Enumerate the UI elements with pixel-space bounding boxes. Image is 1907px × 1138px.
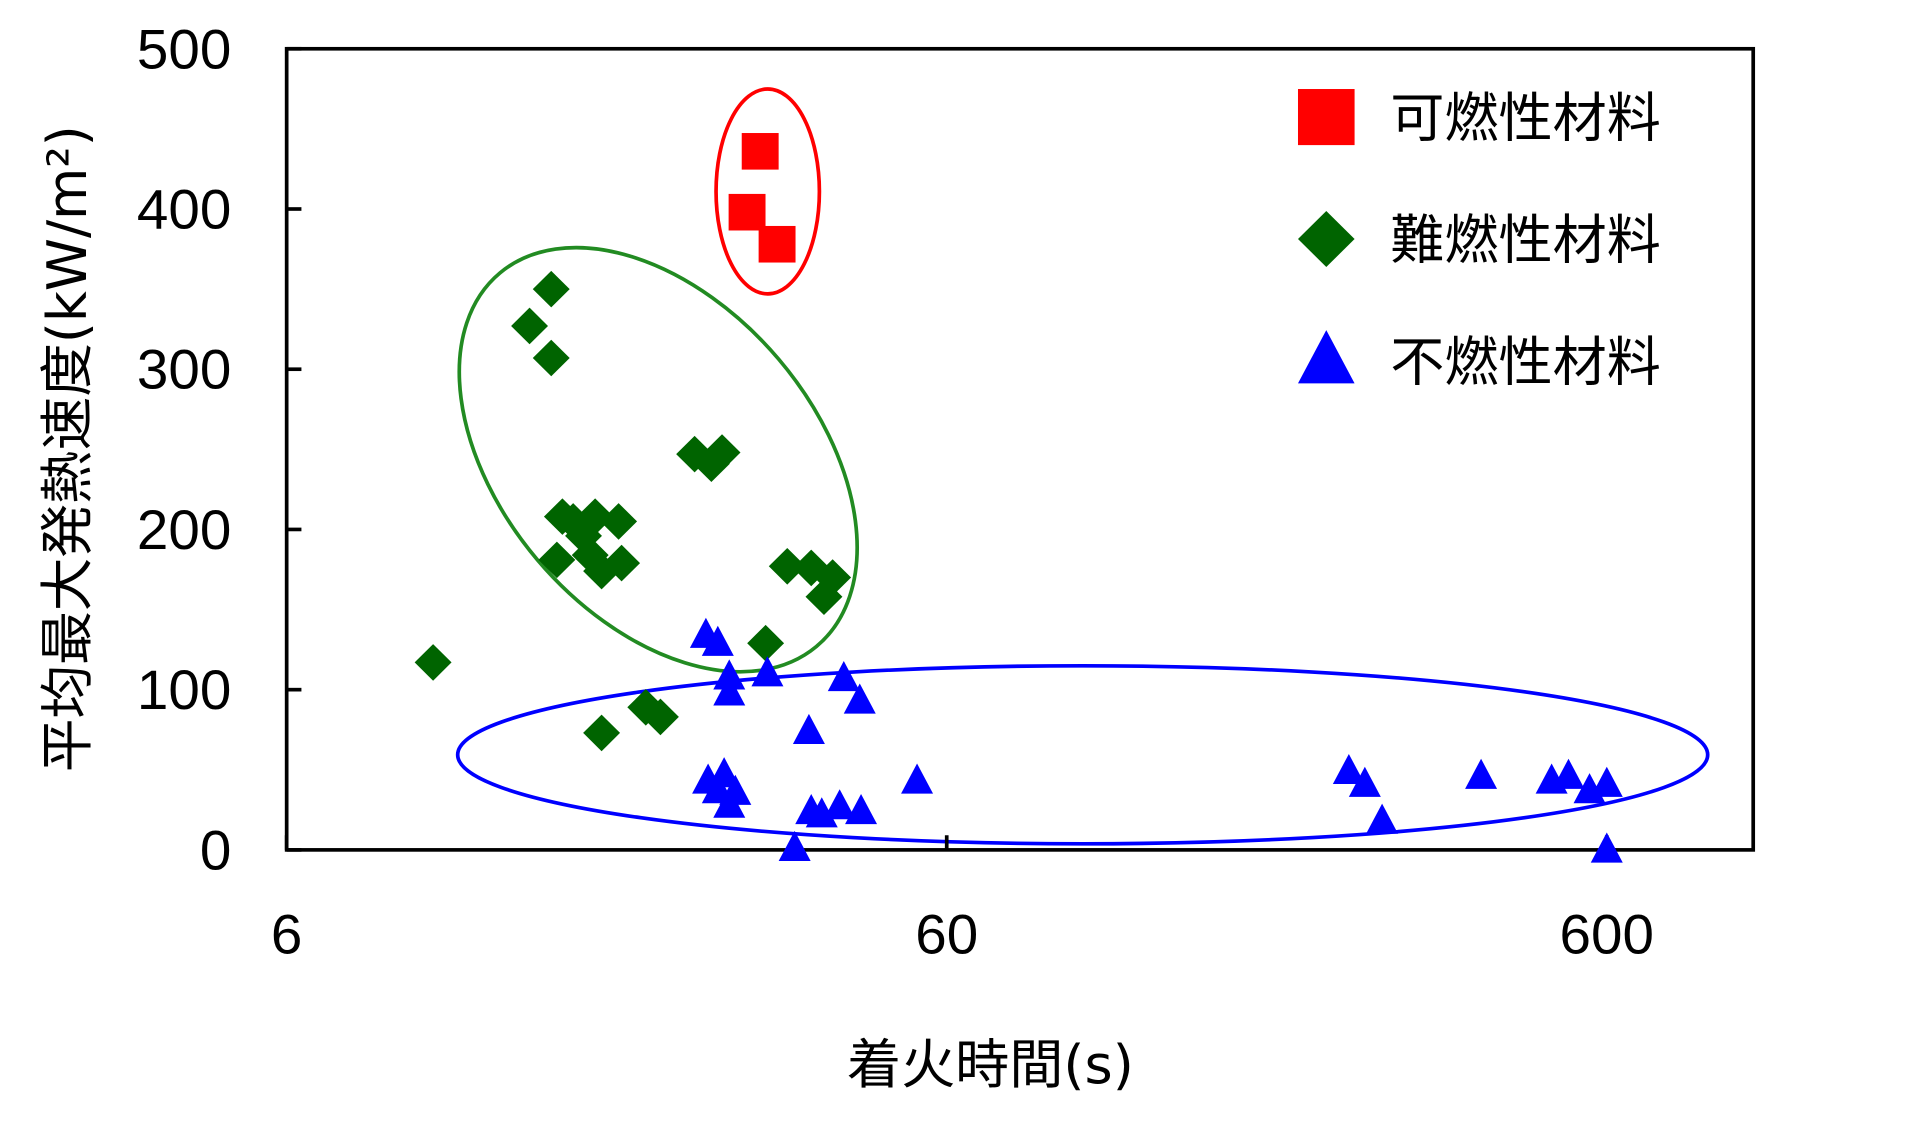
x-tick-label: 60	[915, 903, 978, 966]
triangle-marker	[1366, 803, 1399, 834]
square-marker	[758, 225, 796, 263]
y-axis-label: 平均最大発熱速度(kW/m²)	[36, 125, 99, 772]
triangle-marker	[823, 789, 856, 820]
square-marker	[728, 193, 766, 231]
diamond-marker	[1297, 210, 1355, 268]
diamond-marker	[532, 270, 570, 308]
triangle-marker	[1332, 753, 1365, 785]
y-tick-label: 300	[137, 338, 231, 401]
plot-frame	[284, 46, 1756, 852]
triangle-marker	[713, 675, 746, 706]
triangle-marker	[1297, 330, 1355, 384]
y-tick-label: 400	[137, 178, 231, 241]
triangle-marker	[845, 794, 878, 825]
legend-label: 難燃性材料	[1390, 209, 1661, 272]
triangle-marker	[1465, 758, 1498, 789]
triangle-marker	[701, 625, 734, 656]
diamond-marker	[532, 339, 570, 377]
square-marker	[741, 133, 779, 170]
triangle-marker	[1590, 832, 1623, 863]
triangle-marker	[827, 661, 860, 692]
diamond-marker	[747, 624, 785, 662]
triangle-marker	[778, 830, 811, 861]
group-ellipse	[455, 663, 1710, 846]
square-marker	[1297, 89, 1355, 146]
diamond-marker	[571, 536, 609, 574]
triangle-marker	[713, 787, 746, 818]
triangle-marker	[792, 713, 825, 745]
triangle-marker	[713, 659, 746, 690]
group-ellipse	[457, 245, 859, 674]
triangle-marker	[751, 656, 784, 687]
diamond-marker	[641, 698, 679, 736]
y-tick-label: 100	[137, 658, 231, 721]
diamond-marker	[414, 644, 452, 681]
diamond-marker	[600, 503, 638, 540]
diamond-marker	[692, 445, 730, 483]
x-tick-label: 6	[271, 903, 302, 966]
legend-label: 不燃性材料	[1390, 331, 1661, 394]
y-tick-label: 500	[137, 18, 231, 81]
x-axis-label: 着火時間(s)	[847, 1033, 1134, 1096]
diamond-marker	[583, 714, 621, 752]
triangle-marker	[843, 683, 876, 714]
y-tick-label: 0	[200, 819, 231, 882]
triangle-marker	[901, 763, 934, 794]
triangle-marker	[1348, 766, 1381, 797]
triangle-marker	[1552, 758, 1585, 789]
legend-label: 可燃性材料	[1390, 87, 1661, 150]
diamond-marker	[538, 541, 576, 579]
x-tick-label: 600	[1560, 903, 1654, 966]
y-tick-label: 200	[137, 498, 231, 561]
triangle-marker	[805, 797, 838, 828]
diamond-marker	[511, 307, 549, 345]
triangle-marker	[1590, 766, 1623, 797]
group-ellipse	[714, 87, 822, 296]
